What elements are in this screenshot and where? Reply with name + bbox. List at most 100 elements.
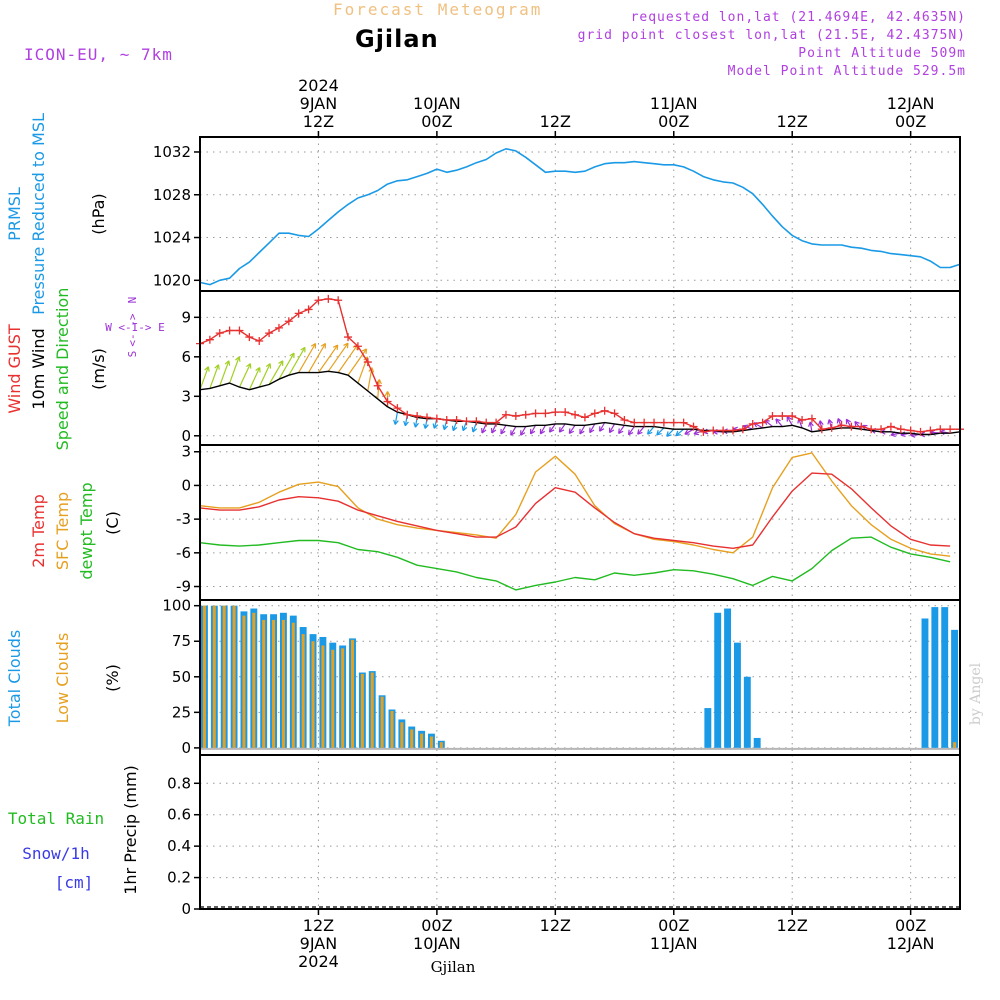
wind-barb (347, 348, 368, 376)
wind-barb-head (786, 416, 792, 420)
wind-barb (743, 425, 753, 430)
wind-barb (229, 356, 240, 384)
wind-barb (491, 423, 497, 434)
y-tick-label: -9 (176, 578, 191, 596)
total-cloud-bar (753, 737, 761, 748)
wind-barb-head (433, 424, 439, 429)
y-tick-label: 1028 (153, 186, 191, 204)
gust-marker (590, 409, 599, 418)
wind-barb-head (647, 431, 653, 435)
low-cloud-bar (281, 619, 285, 748)
wind-barb-head (452, 426, 458, 432)
wind-barb-head (828, 419, 833, 424)
wind-barb-head (500, 430, 506, 435)
gust-marker (936, 425, 945, 434)
y-tick-label: 6 (181, 348, 191, 366)
compass-horizontal: W <-I-> E (105, 321, 165, 334)
y-tick-label: 1024 (153, 229, 191, 247)
wind-barb (308, 343, 326, 373)
gust-marker (659, 418, 668, 427)
panel-frame-temperature (199, 444, 961, 601)
y-tick-label: 0 (181, 427, 191, 445)
gust-marker (462, 417, 471, 426)
time-label-top: 11JAN (650, 94, 698, 113)
wind-barb-head (609, 429, 615, 434)
time-label-top: 00Z (421, 112, 452, 131)
wind-barb (199, 366, 209, 390)
gust-marker (235, 326, 244, 335)
gust-marker (442, 415, 451, 424)
wind-barb (854, 421, 862, 430)
wind-barb-head (637, 431, 643, 435)
wind-barb-head (589, 429, 595, 434)
gust-marker (886, 422, 895, 431)
wind-barb-head (224, 360, 230, 365)
gust-marker (669, 418, 678, 427)
wind-barb (238, 363, 251, 388)
gust-marker (423, 413, 432, 422)
temp-label-2: SFC Temp (53, 492, 72, 570)
data-layer (196, 148, 964, 750)
y-tick-label: 3 (181, 443, 191, 461)
y-tick-label: 50 (172, 668, 191, 686)
gust-marker (383, 397, 392, 406)
gust-marker (896, 425, 905, 434)
wind-barb-head (846, 418, 852, 423)
wind-barb-head (656, 429, 659, 436)
wind-barb-head (827, 419, 830, 425)
wind-barb-head (854, 421, 857, 427)
gust-marker (877, 425, 886, 434)
low-cloud-bar (262, 619, 266, 748)
wind-barb-head (693, 433, 700, 436)
time-label-top: 2024 (298, 76, 339, 95)
gust-marker (284, 317, 293, 326)
time-label-top: 9JAN (300, 94, 338, 113)
wind-barb (337, 344, 358, 373)
y-tick-label: 0 (181, 900, 191, 918)
wind-barb-head (346, 343, 349, 349)
wind-barb-head (656, 432, 662, 436)
gust-marker (393, 404, 402, 413)
location-title: Gjilan (355, 25, 439, 53)
wind-barb-head (618, 428, 620, 434)
wind-barb-head (599, 428, 605, 432)
wind-barb-head (743, 424, 749, 427)
wind-barb-head (797, 418, 800, 424)
wind-barb-head (628, 432, 634, 436)
total-cloud-bar (921, 618, 929, 748)
wind-barb-head (255, 367, 261, 371)
wind-barb-head (393, 419, 396, 425)
precip-label: 1hr Precip (mm) (121, 765, 140, 895)
panel-frame-precipitation (199, 754, 961, 910)
gust-marker (551, 408, 560, 417)
total-cloud-bar (724, 608, 732, 748)
gust-marker (837, 421, 846, 430)
gust-marker (225, 326, 234, 335)
gust-marker (827, 423, 836, 432)
requested-point: requested lon,lat (21.4694E, 42.4635N) (630, 10, 966, 25)
pressure-unit: (hPa) (89, 193, 108, 234)
wind-barb-head (365, 348, 368, 354)
wind-barb-head (819, 420, 824, 425)
wind-barb-head (666, 434, 672, 437)
low-cloud-bar (429, 736, 433, 748)
wind-barb-head (900, 434, 906, 438)
wind-barb-head (910, 434, 916, 438)
gust-marker (600, 406, 609, 415)
wind-barb-head (775, 418, 781, 422)
low-cloud-bar (212, 605, 216, 748)
y-tick-label: 0.2 (167, 869, 191, 887)
wind-label-1: Wind GUST (5, 324, 24, 414)
low-cloud-bar (222, 605, 226, 748)
gust-marker (817, 425, 826, 434)
wind-barb (219, 360, 230, 386)
pressure-label-1: PRMSL (5, 187, 24, 241)
wind-barb (589, 423, 596, 433)
compass-vertical: <- -> (126, 313, 139, 346)
wind-barb-head (217, 364, 220, 370)
compass-s: S (126, 351, 139, 358)
wind-barb (637, 426, 645, 435)
gust-marker (748, 419, 757, 428)
point-altitude: Point Altitude 509m (798, 46, 966, 61)
clouds-label-1: Total Clouds (5, 630, 24, 728)
